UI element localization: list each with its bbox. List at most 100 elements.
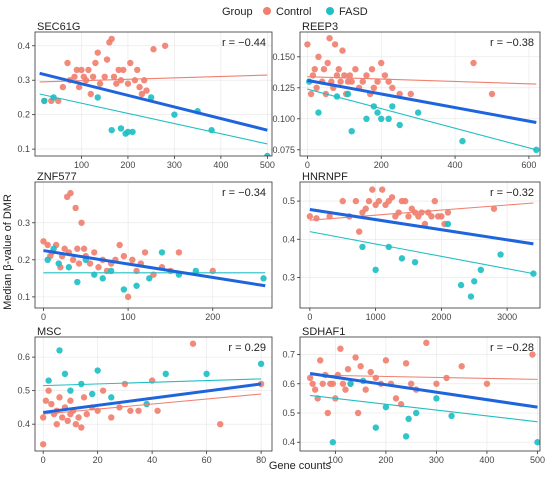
data-point-control: [75, 260, 83, 267]
regression-line-fasd: [39, 93, 268, 145]
data-point-control: [307, 90, 315, 98]
data-point-control: [329, 380, 337, 387]
data-point-control: [85, 66, 92, 74]
data-point-control: [331, 41, 339, 48]
data-point-fasd: [158, 249, 166, 256]
data-point-control: [53, 420, 60, 428]
data-point-fasd: [56, 347, 63, 354]
data-point-fasd: [146, 275, 153, 282]
data-point-control: [61, 245, 68, 252]
data-point-control: [313, 84, 320, 92]
regression-line-overall: [309, 372, 538, 409]
regression-line-control: [307, 76, 537, 85]
correlation-label: r = −0.32: [490, 187, 534, 199]
legend-label-control: Control: [276, 6, 311, 18]
data-point-fasd: [372, 424, 379, 431]
x-tick-label: 20: [93, 455, 103, 465]
data-point-fasd: [382, 403, 390, 411]
data-point-fasd: [89, 390, 96, 398]
y-tick-label: 0.6: [17, 352, 30, 362]
data-point-control: [309, 72, 317, 79]
data-point-control: [40, 238, 47, 245]
data-point-control: [488, 90, 496, 98]
regression-line-control: [43, 393, 262, 415]
y-tick-label: 0.5: [282, 408, 295, 418]
data-point-control: [74, 245, 81, 252]
data-point-control: [80, 394, 88, 401]
regression-line-overall: [39, 71, 268, 132]
y-tick-label: 0.4: [17, 41, 30, 51]
x-tick-label: 500: [260, 160, 275, 170]
data-point-control: [59, 414, 66, 421]
regression-line-control: [310, 374, 538, 380]
data-point-fasd: [147, 94, 155, 101]
regression-line-overall: [43, 249, 266, 288]
data-point-control: [444, 209, 452, 216]
regression-line-fasd: [43, 378, 262, 387]
data-point-control: [42, 397, 50, 404]
y-tick-label: 0.100: [272, 114, 295, 124]
data-point-control: [39, 441, 47, 448]
data-point-control: [83, 410, 90, 418]
panel-sdhaf1: SDHAF1 r = −0.28 100 200 300 400 500 0.4 0.5 0.6 0…: [282, 326, 545, 465]
data-point-control: [385, 78, 392, 85]
data-point-control: [55, 97, 62, 105]
data-point-control: [339, 47, 346, 54]
data-point-control: [388, 194, 396, 201]
data-point-control: [309, 380, 316, 387]
data-point-fasd: [411, 258, 419, 266]
data-point-control: [315, 53, 322, 60]
data-point-control: [529, 351, 536, 358]
data-point-fasd: [497, 251, 504, 258]
data-point-fasd: [65, 264, 73, 271]
data-point-control: [337, 78, 344, 85]
data-point-fasd: [108, 126, 115, 134]
data-point-control: [72, 204, 79, 212]
data-point-control: [352, 66, 359, 73]
data-point-fasd: [124, 128, 132, 136]
data-point-control: [365, 197, 373, 205]
regression-line-fasd: [310, 394, 538, 423]
data-point-control: [67, 189, 74, 197]
data-point-control: [134, 66, 141, 74]
data-point-fasd: [359, 243, 366, 251]
data-point-control: [120, 252, 128, 260]
data-point-fasd: [260, 275, 267, 282]
data-point-fasd: [344, 90, 352, 98]
data-point-control: [407, 380, 415, 387]
y-tick-label: 0.4: [17, 419, 30, 429]
data-point-control: [59, 83, 67, 91]
x-tick-label: 0: [305, 160, 310, 170]
data-point-control: [470, 59, 477, 67]
correlation-label: r = −0.44: [222, 37, 266, 49]
y-tick-label: 0.4: [282, 437, 295, 447]
panel-sec61g: SEC61G r = −0.44 100 200 300 400 500 0.1 0.2 0.3 0…: [17, 21, 274, 170]
data-point-fasd: [74, 278, 81, 286]
data-point-fasd: [162, 370, 169, 378]
y-tick-label: 0.150: [272, 52, 295, 62]
data-point-control: [326, 213, 333, 220]
data-point-fasd: [67, 387, 74, 394]
data-point-fasd: [396, 121, 403, 129]
data-point-control: [101, 73, 108, 80]
y-tick-label: 0.4: [282, 234, 295, 244]
data-point-control: [428, 213, 435, 220]
panel-border: [34, 336, 273, 452]
data-point-control: [389, 84, 396, 92]
y-tick-label: 0.3: [17, 218, 30, 228]
data-point-control: [69, 256, 77, 264]
panel-border: [299, 181, 541, 309]
data-point-control: [117, 77, 125, 84]
data-point-control: [175, 249, 183, 256]
data-point-control: [306, 213, 314, 220]
data-point-fasd: [133, 282, 140, 289]
data-point-fasd: [534, 439, 540, 446]
x-tick-label: 200: [374, 160, 389, 170]
data-point-control: [367, 368, 374, 376]
x-tick-label: 100: [328, 455, 343, 465]
data-point-fasd: [44, 256, 51, 264]
x-tick-label: 200: [378, 455, 393, 465]
x-tick-label: 300: [167, 160, 182, 170]
